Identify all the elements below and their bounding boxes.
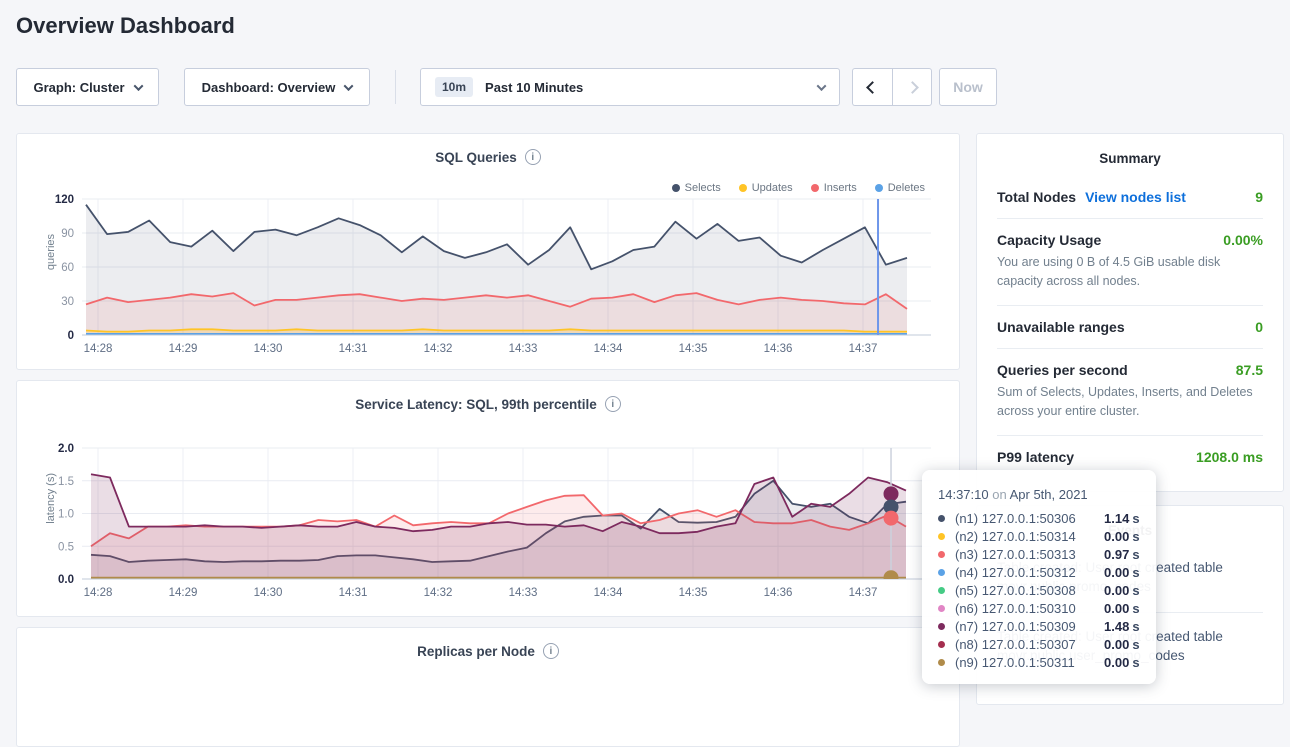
chart-title-row: Replicas per Node i (17, 643, 959, 659)
chevron-left-icon (866, 81, 879, 94)
tooltip-row: (n3) 127.0.0.1:503130.97s (938, 545, 1140, 563)
svg-text:14:36: 14:36 (764, 343, 793, 355)
svg-text:14:37: 14:37 (849, 587, 878, 599)
view-nodes-link[interactable]: View nodes list (1085, 189, 1186, 205)
queries-per-second-value: 87.5 (1236, 362, 1263, 378)
summary-row-total-nodes: Total Nodes View nodes list 9 (997, 176, 1263, 218)
tooltip-rows: (n1) 127.0.0.1:503061.14s(n2) 127.0.0.1:… (938, 509, 1140, 671)
svg-text:14:34: 14:34 (594, 587, 623, 599)
svg-text:14:30: 14:30 (254, 343, 283, 355)
controls-divider (395, 70, 396, 104)
service-latency-panel: Service Latency: SQL, 99th percentile i … (16, 380, 960, 617)
tooltip-row: (n7) 127.0.0.1:503091.48s (938, 617, 1140, 635)
svg-text:14:33: 14:33 (509, 587, 538, 599)
svg-text:2.0: 2.0 (58, 443, 74, 455)
tooltip-row: (n5) 127.0.0.1:503080.00s (938, 581, 1140, 599)
sql-queries-chart[interactable]: 0 30 60 90 120 14:28 14:29 14:30 14:31 14:32 14:33… (17, 189, 961, 367)
summary-row-queries-per-second: Queries per second 87.5 Sum of Selects, … (997, 348, 1263, 435)
series-dot-icon (938, 551, 945, 558)
tooltip-row: (n4) 127.0.0.1:503120.00s (938, 563, 1140, 581)
series-dot-icon (938, 587, 945, 594)
graph-dropdown-label: Graph: Cluster (33, 80, 124, 95)
summary-row-capacity-usage: Capacity Usage 0.00% You are using 0 B o… (997, 218, 1263, 305)
svg-text:14:28: 14:28 (84, 587, 113, 599)
next-time-button[interactable] (892, 68, 932, 106)
svg-text:30: 30 (61, 296, 74, 308)
svg-text:14:36: 14:36 (764, 587, 793, 599)
svg-text:14:28: 14:28 (84, 343, 113, 355)
svg-text:14:32: 14:32 (424, 587, 453, 599)
graph-dropdown[interactable]: Graph: Cluster (16, 68, 159, 106)
svg-text:14:30: 14:30 (254, 587, 283, 599)
summary-title: Summary (977, 151, 1283, 166)
info-icon[interactable]: i (605, 396, 621, 412)
svg-text:14:35: 14:35 (679, 587, 708, 599)
summary-rows: Total Nodes View nodes list 9 Capacity U… (977, 176, 1283, 478)
chevron-down-icon (133, 81, 143, 91)
svg-text:14:31: 14:31 (339, 587, 368, 599)
series-dot-icon (938, 623, 945, 630)
svg-text:0.5: 0.5 (58, 541, 74, 553)
capacity-usage-value: 0.00% (1223, 232, 1263, 248)
svg-text:1.0: 1.0 (58, 509, 74, 521)
page-title: Overview Dashboard (16, 13, 235, 39)
tooltip-row: (n2) 127.0.0.1:503140.00s (938, 527, 1140, 545)
svg-text:90: 90 (61, 228, 74, 240)
series-dot-icon (938, 659, 945, 666)
summary-panel: Summary Total Nodes View nodes list 9 Ca… (976, 133, 1284, 492)
hover-tooltip: 14:37:10 on Apr 5th, 2021 (n1) 127.0.0.1… (922, 470, 1156, 684)
service-latency-title: Service Latency: SQL, 99th percentile (355, 397, 597, 412)
svg-text:0.0: 0.0 (58, 574, 74, 586)
series-dot-icon (938, 605, 945, 612)
total-nodes-value: 9 (1255, 189, 1263, 205)
series-dot-icon (938, 515, 945, 522)
unavailable-ranges-value: 0 (1255, 319, 1263, 335)
svg-text:14:32: 14:32 (424, 343, 453, 355)
svg-text:14:31: 14:31 (339, 343, 368, 355)
chart-title-row: SQL Queries i (17, 149, 959, 165)
replicas-per-node-title: Replicas per Node (417, 644, 535, 659)
summary-row-unavailable-ranges: Unavailable ranges 0 (997, 305, 1263, 348)
chart-title-row: Service Latency: SQL, 99th percentile i (17, 396, 959, 412)
tooltip-row: (n1) 127.0.0.1:503061.14s (938, 509, 1140, 527)
svg-text:14:33: 14:33 (509, 343, 538, 355)
replicas-per-node-panel: Replicas per Node i (16, 627, 960, 747)
p99-latency-value: 1208.0 ms (1196, 449, 1263, 465)
svg-text:0: 0 (68, 330, 74, 342)
tooltip-row: (n6) 127.0.0.1:503100.00s (938, 599, 1140, 617)
sql-queries-title: SQL Queries (435, 150, 517, 165)
service-latency-chart[interactable]: 0.0 0.5 1.0 1.5 2.0 14:28 14:29 14:30 14:31 14:32… (17, 436, 961, 614)
time-range-picker[interactable]: 10m Past 10 Minutes (420, 68, 840, 106)
svg-text:14:35: 14:35 (679, 343, 708, 355)
series-dot-icon (938, 641, 945, 648)
queries-per-second-subtext: Sum of Selects, Updates, Inserts, and De… (997, 383, 1263, 422)
chevron-down-icon (817, 81, 827, 91)
svg-text:60: 60 (61, 262, 74, 274)
svg-text:1.5: 1.5 (58, 476, 74, 488)
sql-queries-panel: SQL Queries i Selects Updates Inserts De… (16, 133, 960, 370)
svg-text:14:34: 14:34 (594, 343, 623, 355)
chevron-right-icon (906, 81, 919, 94)
info-icon[interactable]: i (543, 643, 559, 659)
tooltip-row: (n9) 127.0.0.1:503110.00s (938, 653, 1140, 671)
svg-text:14:37: 14:37 (849, 343, 878, 355)
time-nav-arrows (852, 68, 932, 106)
svg-text:14:29: 14:29 (169, 343, 198, 355)
tooltip-row: (n8) 127.0.0.1:503070.00s (938, 635, 1140, 653)
time-range-label: Past 10 Minutes (485, 80, 583, 95)
series-dot-icon (938, 569, 945, 576)
time-range-badge: 10m (435, 77, 473, 97)
info-icon[interactable]: i (525, 149, 541, 165)
dashboard-dropdown-label: Dashboard: Overview (202, 80, 336, 95)
series-dot-icon (938, 533, 945, 540)
svg-text:120: 120 (55, 194, 74, 206)
prev-time-button[interactable] (852, 68, 892, 106)
capacity-usage-subtext: You are using 0 B of 4.5 GiB usable disk… (997, 253, 1263, 292)
tooltip-timestamp: 14:37:10 on Apr 5th, 2021 (938, 487, 1140, 502)
chevron-down-icon (344, 81, 354, 91)
dashboard-dropdown[interactable]: Dashboard: Overview (184, 68, 370, 106)
svg-text:14:29: 14:29 (169, 587, 198, 599)
now-button[interactable]: Now (939, 68, 997, 106)
